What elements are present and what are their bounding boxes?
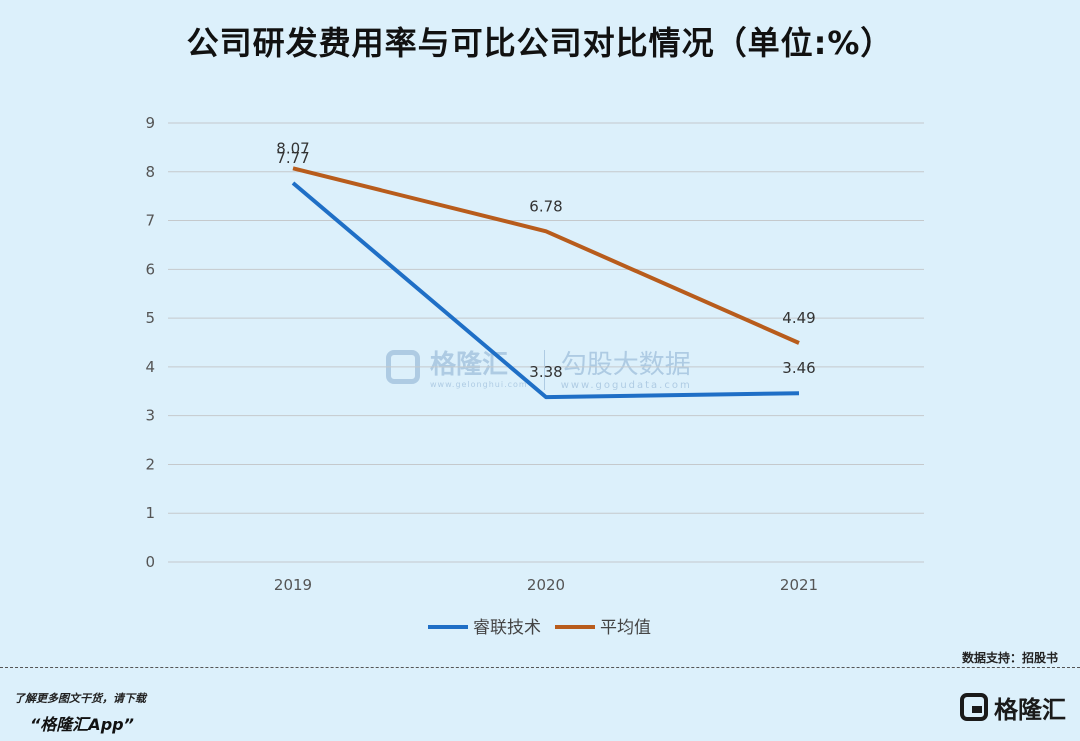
- y-tick-label: 6: [145, 260, 155, 278]
- series-line-1: [292, 166, 800, 345]
- x-axis: 2019 2020 2021: [274, 576, 818, 594]
- promo-app-name: “格隆汇App”: [30, 715, 134, 734]
- brand-g-icon: [960, 693, 988, 721]
- data-source: 数据支持：招股书: [961, 651, 1058, 665]
- data-label: 3.46: [782, 359, 815, 377]
- legend: 睿联技术 平均值: [428, 618, 651, 638]
- y-tick-label: 8: [145, 163, 155, 181]
- y-tick-label: 9: [145, 114, 155, 132]
- y-tick-label: 2: [145, 455, 155, 473]
- data-label: 4.49: [782, 309, 815, 327]
- grid-lines: [168, 122, 924, 563]
- y-axis: 0 1 2 3 4 5 6 7 8 9: [145, 114, 155, 571]
- y-tick-label: 3: [145, 407, 155, 425]
- data-label: 8.07: [276, 139, 309, 157]
- promo-text: 了解更多图文干货，请下载: [14, 692, 146, 705]
- data-label: 3.38: [529, 363, 562, 381]
- data-label: 7.77: [276, 149, 309, 167]
- x-tick-label: 2019: [274, 576, 312, 594]
- line-chart: 0 1 2 3 4 5 6 7 8 9 2019 2020 2021 7.77 3.38 3.46 8.07…: [145, 114, 924, 638]
- y-tick-label: 1: [145, 504, 155, 522]
- legend-label: 平均值: [600, 618, 651, 638]
- series-lines: [291, 166, 800, 400]
- data-labels: 7.77 3.38 3.46 8.07 6.78 4.49: [276, 139, 815, 381]
- brand-logo: 格隆汇: [960, 690, 1066, 724]
- y-tick-label: 7: [145, 212, 155, 230]
- y-tick-label: 5: [145, 309, 155, 327]
- legend-label: 睿联技术: [473, 618, 541, 638]
- data-label: 6.78: [529, 197, 562, 215]
- x-tick-label: 2021: [780, 576, 818, 594]
- y-tick-label: 4: [145, 358, 155, 376]
- y-tick-label: 0: [145, 553, 155, 571]
- chart-title: 公司研发费用率与可比公司对比情况（单位:%）: [186, 24, 894, 62]
- brand-name: 格隆汇: [994, 695, 1066, 724]
- footer-divider: [0, 667, 1080, 668]
- x-tick-label: 2020: [527, 576, 565, 594]
